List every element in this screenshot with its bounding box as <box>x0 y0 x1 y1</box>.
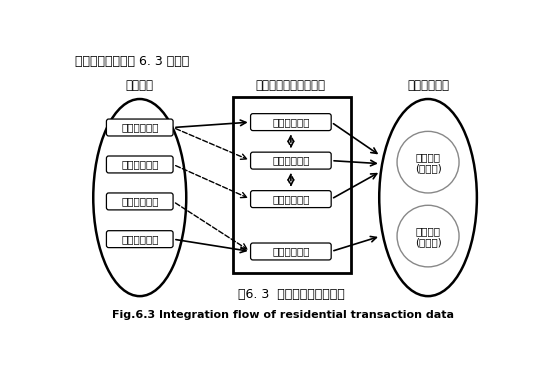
FancyBboxPatch shape <box>106 193 173 210</box>
FancyBboxPatch shape <box>106 231 173 248</box>
FancyBboxPatch shape <box>250 152 331 169</box>
Ellipse shape <box>379 99 477 296</box>
FancyBboxPatch shape <box>106 119 173 136</box>
Text: 住宅价格: 住宅价格 <box>416 153 441 162</box>
Text: 住宅调查资料: 住宅调查资料 <box>121 196 158 206</box>
FancyBboxPatch shape <box>250 243 331 260</box>
Text: 图6. 3  住宅数据的整合流程: 图6. 3 住宅数据的整合流程 <box>237 288 344 301</box>
FancyBboxPatch shape <box>106 156 173 173</box>
Text: 住宅自然属性: 住宅自然属性 <box>272 247 310 256</box>
Text: 住宅成交价格: 住宅成交价格 <box>272 156 310 165</box>
FancyBboxPatch shape <box>250 191 331 208</box>
Text: 住宅排牌资料: 住宅排牌资料 <box>121 159 158 170</box>
Text: 数据整理流程如图 6. 3 所示。: 数据整理流程如图 6. 3 所示。 <box>74 55 189 68</box>
Circle shape <box>397 131 459 193</box>
Text: (应变量): (应变量) <box>414 163 441 173</box>
Text: 住宅数据整合: 住宅数据整合 <box>407 79 449 92</box>
Text: 住宅评估报告: 住宅评估报告 <box>121 123 158 132</box>
Text: 数据选择、修正与编码: 数据选择、修正与编码 <box>256 79 326 92</box>
Text: (自变量): (自变量) <box>414 237 441 247</box>
Text: 住宅挂牌价格: 住宅挂牌价格 <box>272 194 310 204</box>
Text: 住宅评估价格: 住宅评估价格 <box>272 117 310 127</box>
FancyBboxPatch shape <box>250 114 331 130</box>
Text: 津市电子地图: 津市电子地图 <box>121 234 158 244</box>
Text: Fig.6.3 Integration flow of residential transaction data: Fig.6.3 Integration flow of residential … <box>112 309 454 320</box>
Circle shape <box>397 205 459 267</box>
Ellipse shape <box>94 99 186 296</box>
Bar <box>233 97 351 273</box>
Text: 原始资料: 原始资料 <box>126 79 154 92</box>
Text: 自然属性: 自然属性 <box>416 226 441 237</box>
